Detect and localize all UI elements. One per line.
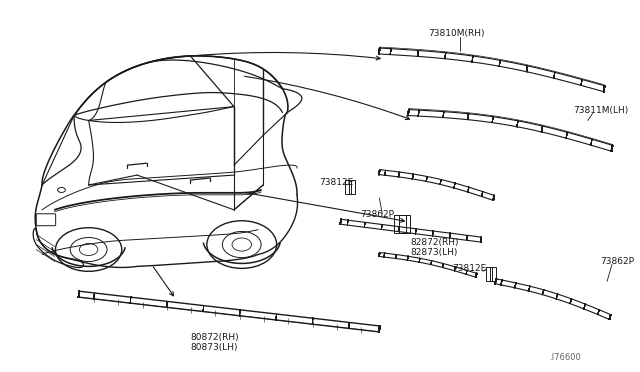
- Bar: [490, 267, 495, 281]
- Text: 73862P: 73862P: [360, 210, 394, 219]
- Text: 73862P: 73862P: [600, 257, 634, 266]
- Text: 73810M(RH): 73810M(RH): [428, 29, 484, 38]
- Bar: [486, 267, 492, 281]
- Text: 82872(RH)
82873(LH): 82872(RH) 82873(LH): [410, 238, 459, 257]
- Bar: [346, 180, 351, 194]
- Text: 73811M(LH): 73811M(LH): [573, 106, 628, 115]
- Text: 80872(RH)
80873(LH): 80872(RH) 80873(LH): [190, 333, 239, 352]
- Text: 73812E: 73812E: [452, 264, 486, 273]
- Bar: [394, 215, 406, 232]
- Bar: [399, 215, 410, 232]
- Text: 73812E: 73812E: [319, 178, 353, 187]
- Text: .I76600: .I76600: [549, 353, 580, 362]
- Bar: [349, 180, 355, 194]
